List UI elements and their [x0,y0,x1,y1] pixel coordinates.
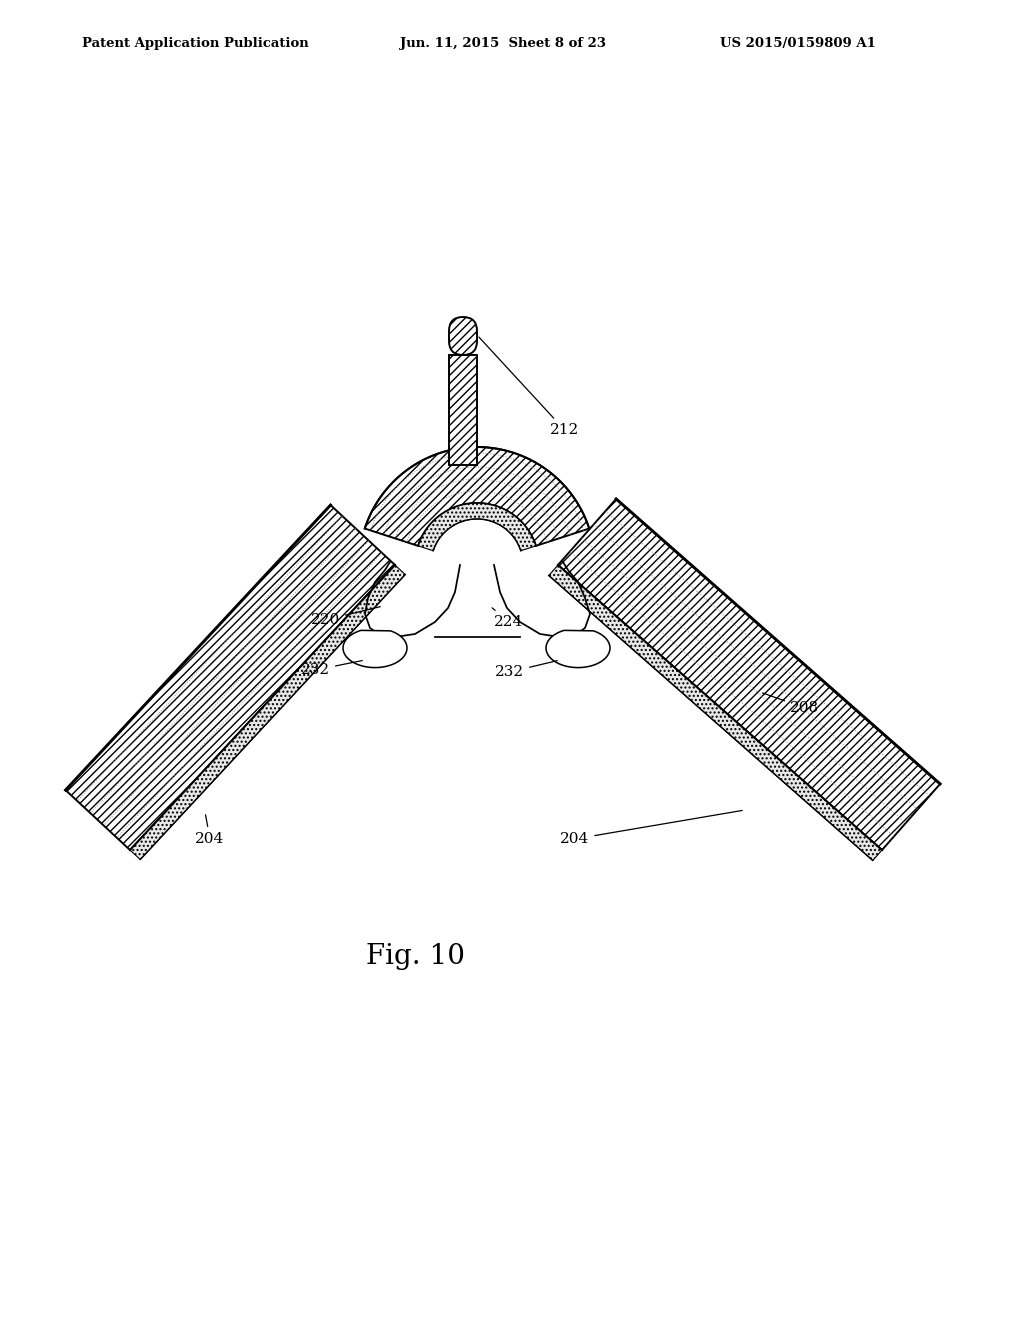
Polygon shape [549,565,882,861]
Text: Patent Application Publication: Patent Application Publication [82,37,309,50]
Polygon shape [418,503,536,550]
Polygon shape [558,499,940,850]
Text: Jun. 11, 2015  Sheet 8 of 23: Jun. 11, 2015 Sheet 8 of 23 [400,37,606,50]
Polygon shape [449,355,477,465]
Text: 212: 212 [479,337,580,437]
Polygon shape [546,631,610,668]
Text: 204: 204 [196,814,224,846]
Polygon shape [130,565,406,859]
Text: 224: 224 [493,607,523,630]
Text: US 2015/0159809 A1: US 2015/0159809 A1 [720,37,876,50]
Text: 232: 232 [301,660,362,677]
Text: 208: 208 [763,693,819,715]
Polygon shape [343,631,407,668]
Text: 220: 220 [310,607,380,627]
Text: Fig. 10: Fig. 10 [366,942,465,970]
Polygon shape [66,506,395,850]
FancyBboxPatch shape [449,317,477,355]
Polygon shape [365,447,589,546]
Text: 232: 232 [495,660,557,678]
Text: 204: 204 [560,810,742,846]
